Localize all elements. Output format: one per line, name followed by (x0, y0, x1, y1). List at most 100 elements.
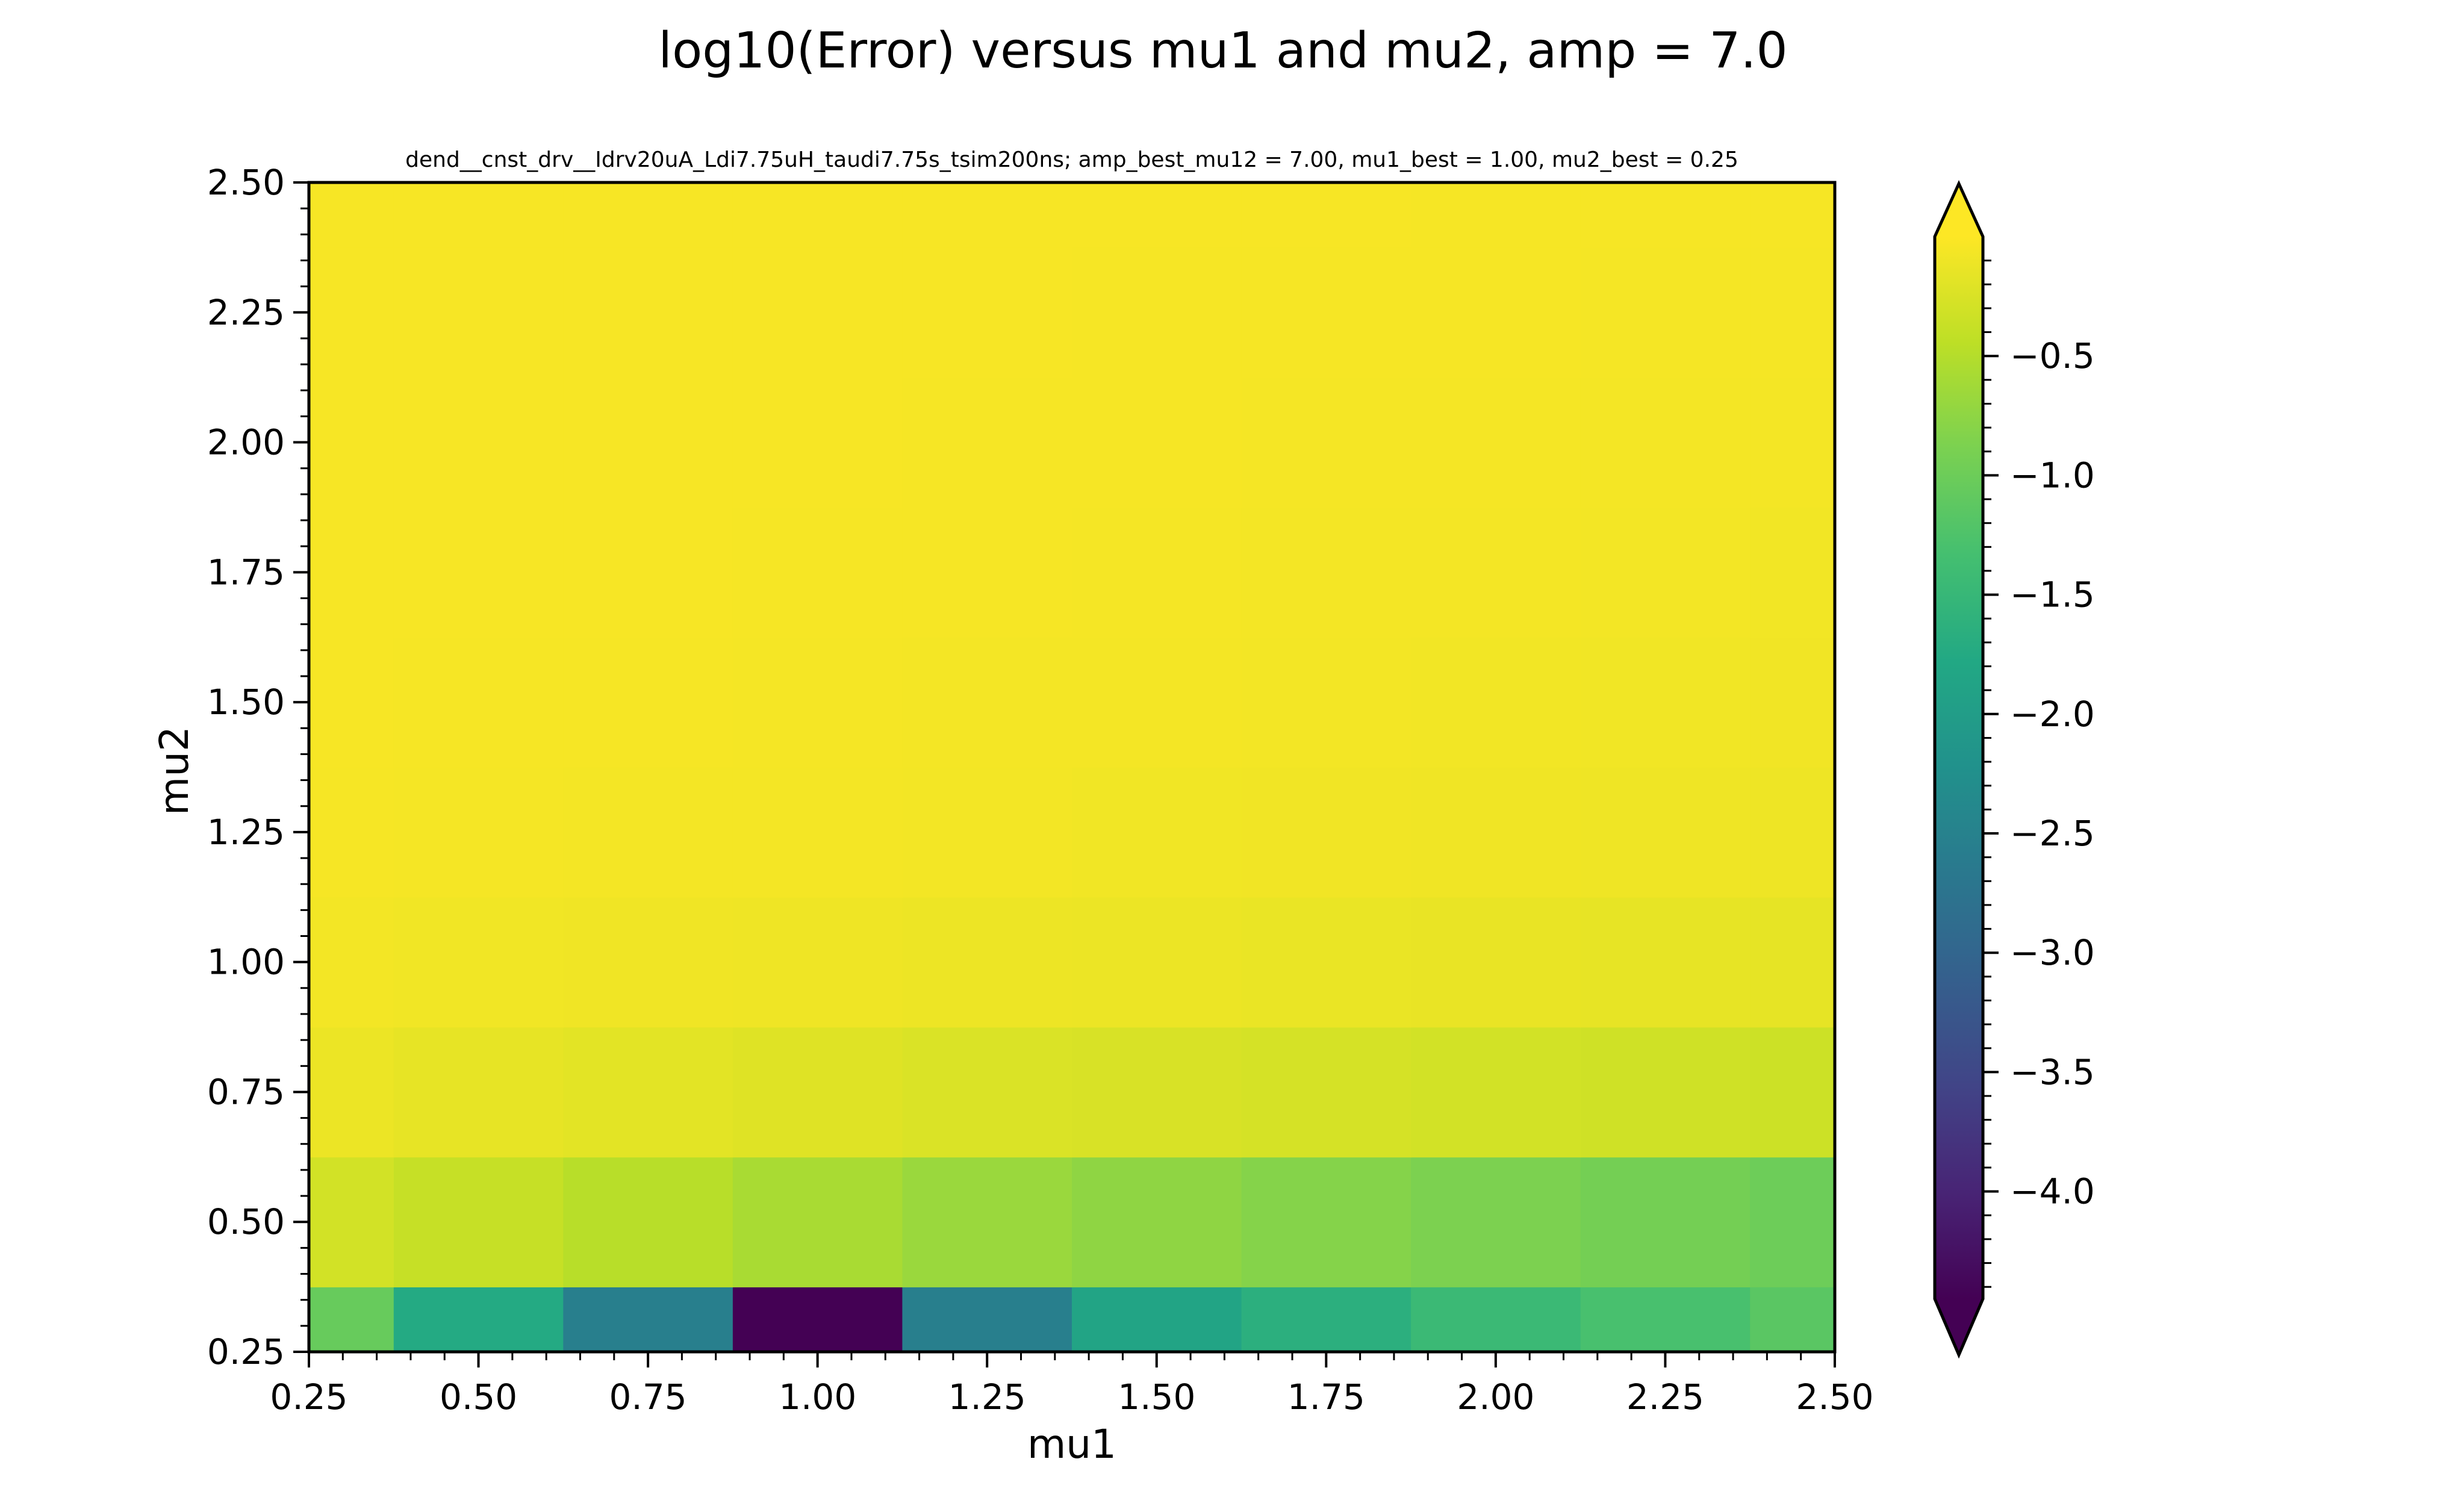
heatmap-cell (902, 507, 1072, 638)
heatmap-cell (563, 1157, 733, 1287)
heatmap-cell (902, 1157, 1072, 1287)
heatmap-cell (1072, 247, 1242, 378)
heatmap-cell (309, 247, 394, 378)
heatmap-cell (1072, 377, 1242, 508)
heatmap-cell (1241, 767, 1411, 898)
colorbar-tick-label: −3.5 (2010, 1051, 2095, 1092)
heatmap-cell (902, 897, 1072, 1028)
heatmap-cell (309, 1027, 394, 1158)
heatmap-cell (1750, 507, 1835, 638)
heatmap-cell (563, 1027, 733, 1158)
heatmap-cell (1241, 1157, 1411, 1287)
y-tick-label: 0.75 (207, 1071, 285, 1112)
heatmap-cell (1580, 767, 1751, 898)
heatmap-cell (902, 1287, 1072, 1352)
heatmap-cell (1750, 1157, 1835, 1287)
heatmap-cell (393, 1157, 564, 1287)
colorbar-tick-label: −0.5 (2010, 335, 2095, 376)
y-tick-label: 0.25 (207, 1331, 285, 1372)
heatmap-cell (1411, 767, 1581, 898)
chart-subtitle: dend__cnst_drv__Idrv20uA_Ldi7.75uH_taudi… (405, 148, 1738, 172)
heatmap-cell (1580, 377, 1751, 508)
heatmap-cell (1241, 637, 1411, 768)
heatmap-cell (732, 897, 903, 1028)
colorbar-tick-label: −3.0 (2010, 932, 2095, 973)
y-tick-label: 0.50 (207, 1201, 285, 1242)
heatmap-cell (563, 507, 733, 638)
heatmap-cell (732, 637, 903, 768)
colorbar-tick-label: −2.0 (2010, 694, 2095, 735)
heatmap-cell (563, 897, 733, 1028)
y-axis: 0.25 0.50 0.75 1.00 1.25 1.50 1.75 2.00 2.25 2.50 (207, 162, 309, 1372)
heatmap-cell (902, 1027, 1072, 1158)
y-tick-label: 1.25 (207, 812, 285, 853)
heatmap-cell (1580, 507, 1751, 638)
colorbar-gradient (1935, 237, 1983, 1299)
heatmap-cell (1580, 247, 1751, 378)
heatmap-cell (1580, 182, 1751, 248)
heatmap-cell (902, 247, 1072, 378)
heatmap-cell (1750, 182, 1835, 248)
heatmap-cell (1241, 1027, 1411, 1158)
heatmap-cell (1411, 897, 1581, 1028)
y-tick-label: 2.25 (207, 292, 285, 333)
heatmap-cell (309, 767, 394, 898)
x-tick-label: 1.25 (948, 1377, 1026, 1417)
heatmap-cell (309, 637, 394, 768)
heatmap-cell (902, 767, 1072, 898)
x-axis-label: mu1 (1027, 1421, 1116, 1467)
colorbar-extend-low (1935, 1299, 1983, 1355)
heatmap-cell (732, 182, 903, 248)
x-tick-label: 1.00 (779, 1377, 856, 1417)
heatmap-cell (309, 182, 394, 248)
heatmap-cell (1072, 1287, 1242, 1352)
heatmap-cell (1241, 897, 1411, 1028)
heatmap-cell (732, 1157, 903, 1287)
x-tick-label: 2.00 (1457, 1377, 1534, 1417)
colorbar-tick-label: −2.5 (2010, 813, 2095, 854)
heatmap-cell (1241, 182, 1411, 248)
x-tick-label: 0.25 (270, 1377, 347, 1417)
heatmap-cell (1411, 507, 1581, 638)
y-tick-label: 1.00 (207, 942, 285, 983)
heatmap-cell (732, 767, 903, 898)
heatmap-cell (393, 1027, 564, 1158)
heatmap-cell (1580, 1287, 1751, 1352)
heatmap-cell (563, 637, 733, 768)
y-tick-label: 1.50 (207, 682, 285, 723)
heatmap-cell (393, 637, 564, 768)
heatmap-cell (309, 1287, 394, 1352)
heatmap-cell (1241, 377, 1411, 508)
heatmap-cells (309, 182, 1835, 1352)
y-tick-label: 2.50 (207, 162, 285, 203)
heatmap-cell (393, 897, 564, 1028)
heatmap-cell (393, 507, 564, 638)
colorbar: −0.5 −1.0 −1.5 −2.0 −2.5 −3.0 −3.5 −4.0 (1933, 179, 2095, 1359)
heatmap-cell (1750, 897, 1835, 1028)
heatmap-cell (1241, 1287, 1411, 1352)
heatmap-cell (563, 1287, 733, 1352)
heatmap-cell (1750, 377, 1835, 508)
y-axis-label: mu2 (151, 726, 198, 815)
heatmap-cell (732, 1287, 903, 1352)
chart-title: log10(Error) versus mu1 and mu2, amp = 7… (658, 22, 1787, 79)
heatmap-cell (563, 182, 733, 248)
x-tick-label: 0.75 (609, 1377, 687, 1417)
heatmap-cell (1072, 1157, 1242, 1287)
x-tick-label: 2.50 (1796, 1377, 1873, 1417)
heatmap-cell (309, 377, 394, 508)
heatmap-cell (1580, 1157, 1751, 1287)
heatmap-cell (309, 507, 394, 638)
heatmap-cell (563, 767, 733, 898)
heatmap-cell (1411, 1157, 1581, 1287)
heatmap-cell (393, 767, 564, 898)
heatmap-cell (732, 1027, 903, 1158)
heatmap-cell (1072, 897, 1242, 1028)
heatmap-cell (393, 1287, 564, 1352)
heatmap-cell (1072, 767, 1242, 898)
heatmap-cell (563, 377, 733, 508)
heatmap-cell (732, 377, 903, 508)
heatmap-cell (393, 377, 564, 508)
heatmap-cell (309, 1157, 394, 1287)
